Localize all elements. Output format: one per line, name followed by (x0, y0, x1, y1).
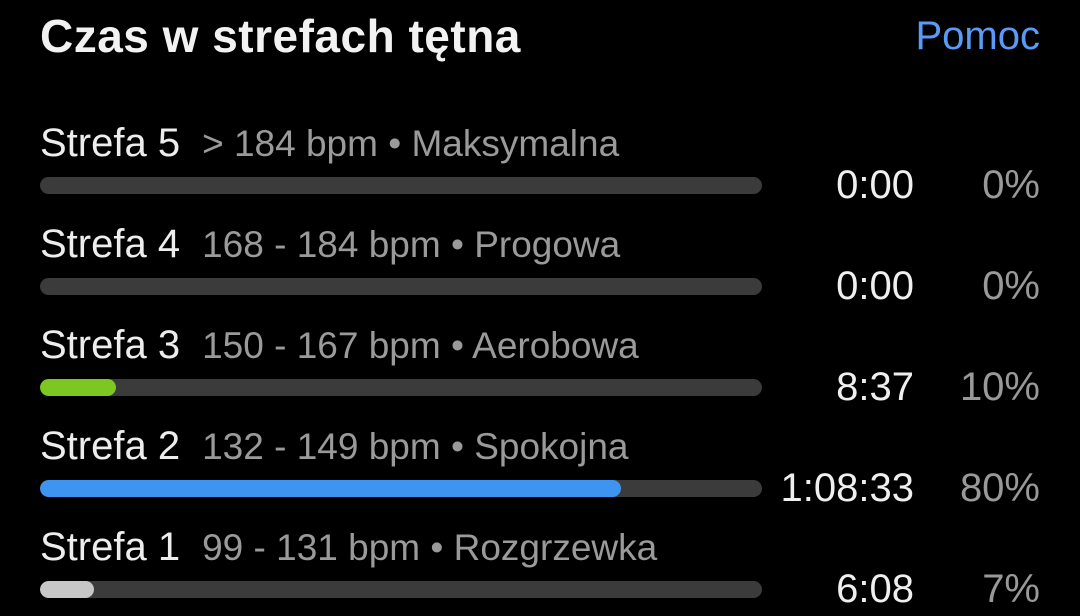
zone-row-strefa-1: Strefa 1 99 - 131 bpm • Rozgrzewka 6:08 … (40, 525, 1040, 611)
heart-rate-zones-list: Strefa 5 > 184 bpm • Maksymalna 0:00 0% … (0, 121, 1080, 611)
zone-percent-value: 80% (959, 466, 1040, 510)
zone-name: Strefa 4 (40, 222, 181, 266)
zone-range: 150 - 167 bpm • Aerobowa (202, 325, 639, 366)
zone-bar-track (40, 479, 762, 497)
zone-time-value: 0:00 (836, 163, 914, 207)
zone-row-strefa-5: Strefa 5 > 184 bpm • Maksymalna 0:00 0% (40, 121, 1040, 207)
zone-time-value: 6:08 (836, 567, 914, 611)
zone-name: Strefa 3 (40, 323, 181, 367)
zone-row-strefa-4: Strefa 4 168 - 184 bpm • Progowa 0:00 0% (40, 222, 1040, 308)
zone-label-line: Strefa 1 99 - 131 bpm • Rozgrzewka (40, 525, 1040, 570)
zone-bar-track (40, 277, 762, 295)
zone-bar-row: 8:37 10% (40, 365, 1040, 409)
zone-label-line: Strefa 4 168 - 184 bpm • Progowa (40, 222, 1040, 267)
zone-range: > 184 bpm • Maksymalna (202, 123, 620, 164)
zone-row-strefa-2: Strefa 2 132 - 149 bpm • Spokojna 1:08:3… (40, 424, 1040, 510)
zone-bar-row: 1:08:33 80% (40, 466, 1040, 510)
help-link[interactable]: Pomoc (915, 14, 1041, 58)
zone-label-line: Strefa 5 > 184 bpm • Maksymalna (40, 121, 1040, 166)
zone-row-strefa-3: Strefa 3 150 - 167 bpm • Aerobowa 8:37 1… (40, 323, 1040, 409)
zone-name: Strefa 1 (40, 525, 181, 569)
zone-bar-fill (40, 378, 116, 396)
page-title: Czas w strefach tętna (40, 10, 521, 62)
zone-bar-track (40, 580, 762, 598)
zone-percent-value: 0% (982, 163, 1040, 207)
header: Czas w strefach tętna Pomoc (0, 0, 1080, 64)
zone-range: 168 - 184 bpm • Progowa (202, 224, 621, 265)
zone-bar-track (40, 378, 762, 396)
zone-time-value: 0:00 (836, 264, 914, 308)
zone-time-value: 8:37 (836, 365, 914, 409)
zone-range: 99 - 131 bpm • Rozgrzewka (202, 527, 658, 568)
zone-percent-value: 10% (959, 365, 1040, 409)
zone-time-value: 1:08:33 (780, 466, 914, 510)
zone-label-line: Strefa 2 132 - 149 bpm • Spokojna (40, 424, 1040, 469)
zone-percent-value: 0% (982, 264, 1040, 308)
zone-bar-row: 0:00 0% (40, 163, 1040, 207)
zone-bar-fill (40, 580, 95, 598)
zone-percent-value: 7% (982, 567, 1040, 611)
zone-label-line: Strefa 3 150 - 167 bpm • Aerobowa (40, 323, 1040, 368)
zone-bar-track (40, 176, 762, 194)
zone-name: Strefa 5 (40, 121, 181, 165)
zone-bar-row: 6:08 7% (40, 567, 1040, 611)
zone-range: 132 - 149 bpm • Spokojna (202, 426, 629, 467)
zone-bar-fill (40, 479, 622, 497)
zone-bar-row: 0:00 0% (40, 264, 1040, 308)
zone-name: Strefa 2 (40, 424, 181, 468)
